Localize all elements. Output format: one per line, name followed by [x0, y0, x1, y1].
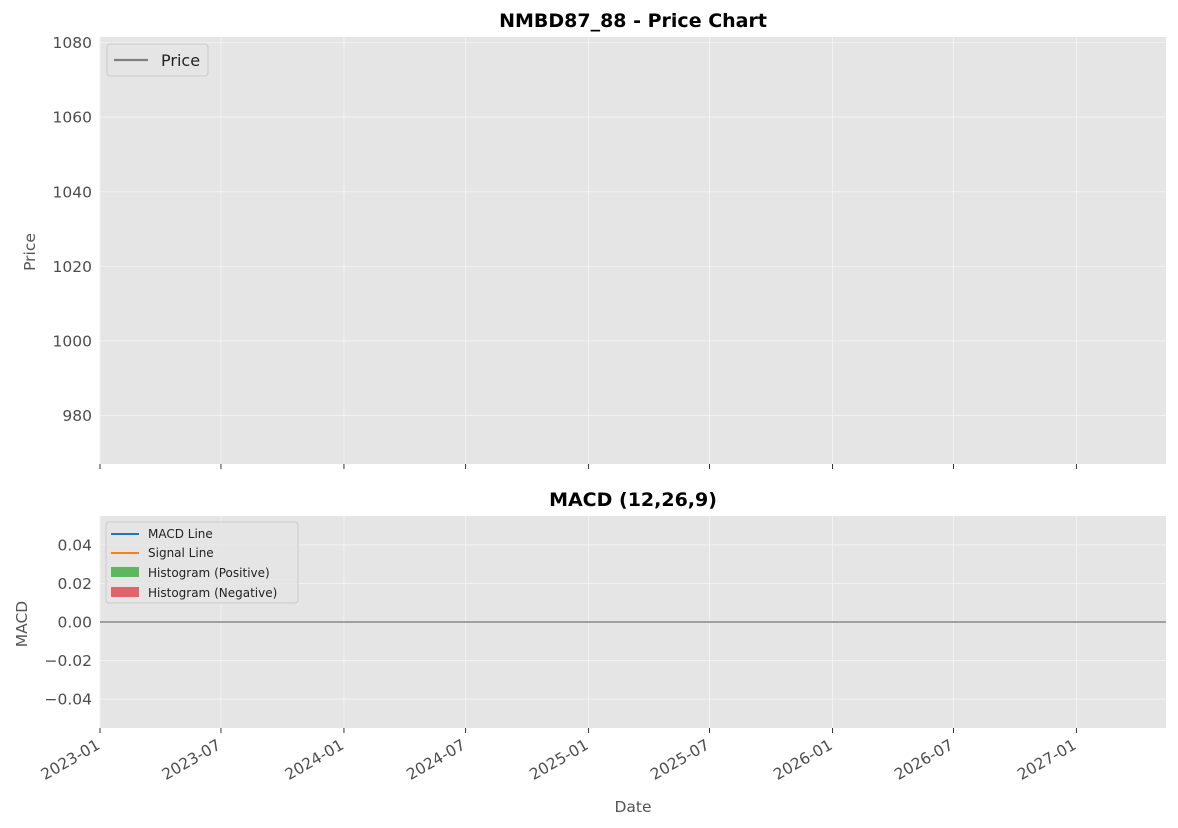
price-grid — [99, 37, 1166, 464]
macd-legend: MACD Line Signal Line Histogram (Positiv… — [105, 521, 299, 604]
price-legend-box — [106, 43, 209, 77]
macd-legend-box — [105, 521, 299, 604]
y-tick-label: 1020 — [53, 258, 92, 276]
macd-x-axis-label: Date — [614, 798, 651, 816]
x-tick-label: 2023-01 — [38, 736, 103, 784]
macd-chart-title: MACD (12,26,9) — [549, 489, 717, 511]
y-tick-label: 0.00 — [57, 614, 92, 632]
y-tick-label: −0.04 — [45, 691, 93, 709]
macd-y-ticks: 0.04 0.02 0.00 −0.02 −0.04 — [45, 536, 93, 708]
y-tick-label: 1080 — [53, 34, 92, 52]
x-tick-label: 2024-01 — [282, 736, 347, 784]
y-tick-label: 1000 — [53, 332, 92, 350]
macd-panel: 2023-01 2023-07 2024-01 2024-07 2025-01 2025-… — [13, 489, 1166, 816]
x-tick-label: 2026-07 — [891, 736, 956, 784]
legend-price-label: Price — [161, 51, 200, 70]
price-y-ticks: 980 1000 1020 1040 1060 1080 — [53, 34, 92, 425]
legend-signal-line-label: Signal Line — [148, 546, 214, 560]
y-tick-label: 0.04 — [57, 536, 92, 554]
y-tick-label: 0.02 — [57, 575, 92, 593]
y-tick-label: −0.02 — [45, 652, 93, 670]
legend-histogram-negative-label: Histogram (Negative) — [148, 586, 277, 600]
macd-y-axis-label: MACD — [13, 601, 31, 648]
legend-histogram-positive-label: Histogram (Positive) — [148, 566, 270, 580]
price-panel: 980 1000 1020 1040 1060 1080 NMBD87_88 - Pric… — [21, 10, 1166, 469]
x-tick-label: 2025-01 — [526, 736, 591, 784]
price-x-ticks — [99, 464, 1077, 469]
price-plot-area — [100, 37, 1166, 464]
y-tick-label: 1040 — [53, 183, 92, 201]
x-tick-label: 2027-01 — [1014, 736, 1079, 784]
legend-histogram-positive-swatch — [111, 567, 139, 577]
y-tick-label: 1060 — [53, 109, 92, 127]
price-legend: Price — [106, 43, 209, 77]
x-tick-label: 2026-01 — [770, 736, 835, 784]
x-tick-label: 2025-07 — [647, 736, 712, 784]
x-tick-label: 2023-07 — [159, 736, 224, 784]
macd-x-ticks: 2023-01 2023-07 2024-01 2024-07 2025-01 2025-… — [38, 728, 1079, 784]
price-chart-title: NMBD87_88 - Price Chart — [499, 10, 767, 32]
x-tick-label: 2024-07 — [403, 736, 468, 784]
legend-macd-line-label: MACD Line — [148, 527, 213, 541]
y-tick-label: 980 — [62, 407, 92, 425]
legend-histogram-negative-swatch — [111, 587, 139, 597]
price-y-axis-label: Price — [21, 233, 39, 271]
